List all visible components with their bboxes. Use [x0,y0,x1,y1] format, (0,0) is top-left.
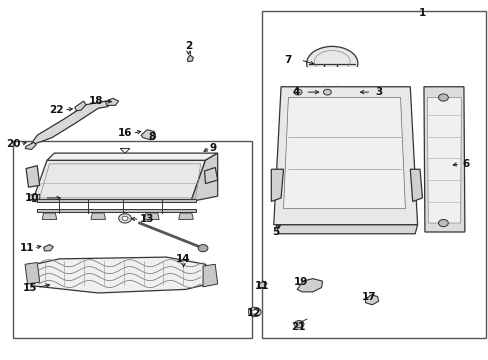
Polygon shape [141,130,156,140]
Polygon shape [91,213,105,220]
Polygon shape [43,244,53,251]
Polygon shape [283,98,405,209]
Text: 19: 19 [293,277,307,287]
Circle shape [198,244,207,252]
Polygon shape [75,101,86,111]
Polygon shape [178,213,193,220]
Text: 10: 10 [25,193,40,203]
Bar [13,140,251,338]
Text: 18: 18 [88,96,103,106]
Polygon shape [37,210,195,212]
Text: 17: 17 [361,292,375,302]
Circle shape [438,220,447,226]
Polygon shape [105,98,119,105]
Polygon shape [144,213,159,220]
Polygon shape [204,167,217,184]
Polygon shape [203,264,217,287]
Bar [261,12,485,338]
Polygon shape [273,87,417,225]
Polygon shape [47,153,217,160]
Polygon shape [190,153,217,202]
Polygon shape [423,87,464,232]
Polygon shape [187,55,193,62]
Polygon shape [29,194,40,200]
Text: 22: 22 [49,105,64,115]
Polygon shape [25,262,40,284]
Circle shape [323,89,330,95]
Ellipse shape [306,46,357,81]
Polygon shape [25,142,36,149]
Text: 7: 7 [284,55,291,65]
Polygon shape [427,98,461,223]
Polygon shape [271,169,283,202]
Polygon shape [32,160,205,202]
Polygon shape [42,213,57,220]
Bar [306,67,357,84]
Text: 15: 15 [22,283,37,293]
Text: 8: 8 [148,132,155,142]
Text: 6: 6 [462,159,469,169]
Text: 1: 1 [418,8,425,18]
Text: 4: 4 [291,87,299,97]
Circle shape [438,94,447,101]
Polygon shape [409,169,422,202]
Text: 11: 11 [20,243,35,253]
Text: 11: 11 [254,281,268,291]
Circle shape [119,214,131,223]
Polygon shape [365,295,378,305]
Text: 2: 2 [184,41,192,50]
Polygon shape [258,281,266,288]
Polygon shape [30,101,110,147]
Text: 12: 12 [246,308,261,318]
Circle shape [294,89,302,95]
Polygon shape [297,279,322,292]
Circle shape [122,216,128,221]
Polygon shape [37,199,195,202]
Text: 9: 9 [209,143,216,153]
Text: 14: 14 [176,254,190,264]
Text: 5: 5 [272,227,279,237]
Polygon shape [27,257,215,293]
Polygon shape [276,225,417,234]
Circle shape [294,320,304,328]
Polygon shape [26,166,40,187]
Text: 3: 3 [374,87,382,97]
Text: 16: 16 [118,129,132,138]
Text: 21: 21 [290,322,305,332]
Bar [306,67,357,84]
Circle shape [248,307,261,317]
Circle shape [251,310,257,314]
Text: 13: 13 [140,215,154,224]
Text: 20: 20 [6,139,20,149]
